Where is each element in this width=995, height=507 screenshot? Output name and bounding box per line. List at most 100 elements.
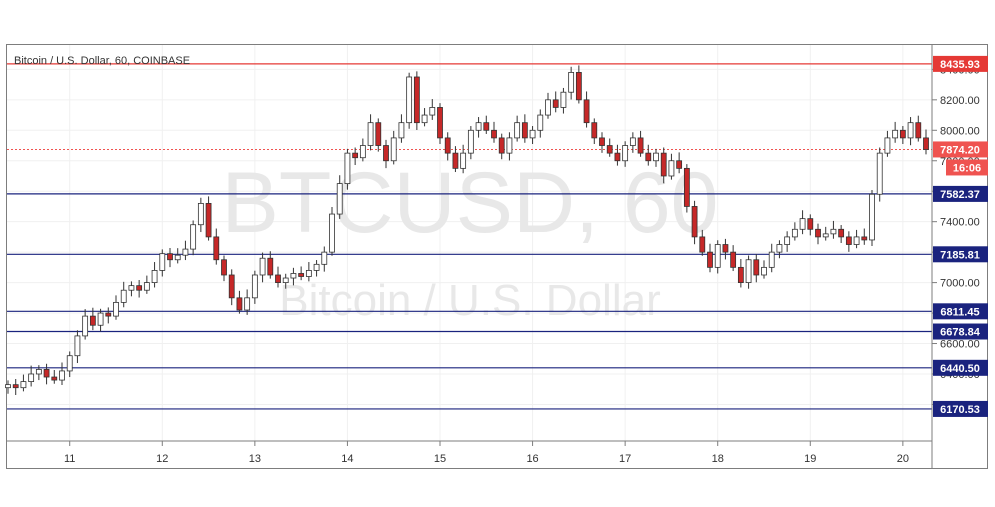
candle-body xyxy=(105,312,112,317)
candle-body xyxy=(167,253,173,261)
candle-body xyxy=(467,129,474,154)
candle-body xyxy=(82,315,89,337)
candle-body xyxy=(97,312,104,326)
candle-body xyxy=(498,137,505,154)
candle-body xyxy=(205,202,212,238)
price-axis[interactable]: 8400.008200.008000.007800.007600.007400.… xyxy=(932,64,980,411)
countdown-badge xyxy=(946,159,988,176)
candle-body xyxy=(537,114,544,131)
candles xyxy=(5,65,929,396)
horizontal-levels xyxy=(7,63,932,410)
candle-body xyxy=(707,251,713,268)
price-badges: 8435.93 7582.37 7185.81 6811.45 6678.84 6440.… xyxy=(933,55,988,417)
current-price-badge xyxy=(933,141,988,158)
candle-body xyxy=(753,259,760,276)
candle-body xyxy=(437,107,443,139)
candle-body xyxy=(830,228,837,235)
candle-body xyxy=(529,129,536,139)
candle-body xyxy=(159,253,166,271)
level-label: 6170.53 xyxy=(940,404,980,416)
candle-body xyxy=(861,236,868,241)
candle-body xyxy=(221,259,227,276)
candle-body xyxy=(20,381,27,389)
x-tick-label: 19 xyxy=(804,453,816,465)
candle-body xyxy=(321,251,328,265)
candle-body xyxy=(251,274,258,299)
candle-body xyxy=(853,236,860,245)
candle-body xyxy=(259,257,266,276)
candle-body xyxy=(51,376,58,381)
candle-body xyxy=(483,122,490,131)
candle-body xyxy=(730,251,737,268)
level-label: 8435.93 xyxy=(940,59,980,71)
candle-body xyxy=(676,160,683,169)
x-tick-label: 17 xyxy=(619,453,631,465)
candle-body xyxy=(699,236,706,253)
current-price-label: 7874.20 xyxy=(940,144,980,156)
candle-body xyxy=(421,114,428,124)
candle-body xyxy=(514,122,521,139)
y-tick-label: 7000.00 xyxy=(940,278,980,290)
candle-body xyxy=(637,137,644,154)
candle-body xyxy=(359,145,366,159)
candle-body xyxy=(344,152,351,184)
candle-body xyxy=(722,244,729,253)
candle-body xyxy=(413,76,420,124)
candle-body xyxy=(406,76,413,124)
candle-body xyxy=(190,224,197,250)
candle-body xyxy=(784,236,791,245)
x-tick-label: 20 xyxy=(897,453,909,465)
y-tick-label: 8200.00 xyxy=(940,95,980,107)
candle-body xyxy=(444,137,451,154)
candle-body xyxy=(313,263,320,271)
candle-body xyxy=(460,152,467,169)
candle-body xyxy=(907,122,914,139)
candle-body xyxy=(383,145,389,162)
candle-body xyxy=(892,129,899,139)
candle-body xyxy=(606,145,613,154)
candle-body xyxy=(375,122,382,146)
candle-body xyxy=(899,129,906,139)
candle-body xyxy=(822,233,829,238)
candle-body xyxy=(244,297,251,311)
candle-body xyxy=(228,274,235,299)
candle-body xyxy=(429,107,436,116)
candle-body xyxy=(622,145,629,162)
candle-body xyxy=(521,122,528,139)
candle-body xyxy=(768,251,775,268)
candle-body xyxy=(182,248,189,256)
y-tick-label: 7400.00 xyxy=(940,217,980,229)
candle-body xyxy=(113,301,119,317)
candle-body xyxy=(491,129,497,139)
candle-body xyxy=(151,270,158,283)
candle-body xyxy=(745,259,752,283)
x-tick-label: 15 xyxy=(434,453,446,465)
candle-body xyxy=(645,152,652,162)
candle-body xyxy=(66,355,73,372)
x-tick-label: 11 xyxy=(64,453,75,465)
candle-body xyxy=(282,277,289,283)
candle-body xyxy=(660,152,667,177)
x-tick-label: 14 xyxy=(341,453,353,465)
candle-body xyxy=(714,244,721,268)
level-badge xyxy=(933,359,988,376)
candle-body xyxy=(583,99,590,124)
candle-body xyxy=(884,137,891,154)
candle-body xyxy=(329,213,335,253)
watermark-description: Bitcoin / U.S. Dollar xyxy=(279,276,660,325)
candle-body xyxy=(776,244,783,253)
x-tick-label: 12 xyxy=(156,453,168,465)
level-label: 7582.37 xyxy=(940,189,980,201)
candle-body xyxy=(128,285,135,291)
candle-body xyxy=(336,183,343,215)
candle-body xyxy=(213,236,220,261)
candle-body xyxy=(35,369,42,375)
candle-body xyxy=(5,384,11,389)
countdown-label: 16:06 xyxy=(953,162,981,174)
level-label: 7185.81 xyxy=(940,249,980,261)
time-axis[interactable]: 11 12 13 14 15 16 17 18 19 20 xyxy=(64,441,909,465)
candle-body xyxy=(174,254,181,261)
candle-body xyxy=(591,122,598,139)
level-badge xyxy=(933,246,988,263)
